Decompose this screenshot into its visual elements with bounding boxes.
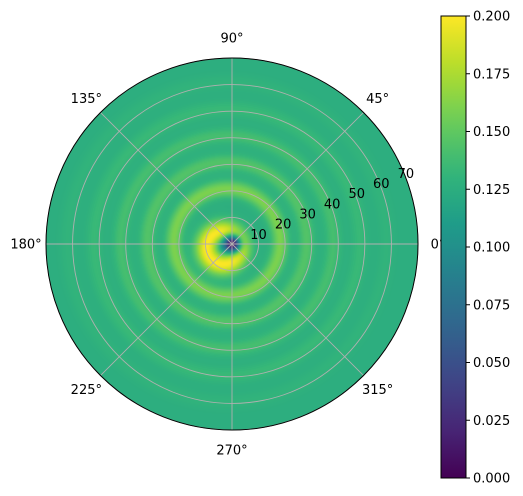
radial-tick-labels: 10 20 30 40 50 60 70 [250,167,414,243]
angular-grid-line [231,112,364,245]
radial-tick-label: 30 [299,207,316,222]
radial-tick-label: 60 [373,177,390,192]
colorbar-tick-label: 0.050 [473,356,510,371]
colorbar-tick-label: 0.100 [473,241,510,256]
theta-tick-label: 225° [71,383,102,398]
angular-grid-line [100,243,233,376]
colorbar-tick-label: 0.200 [473,10,510,25]
colorbar-tick-label: 0.000 [473,472,510,487]
theta-tick-label: 90° [220,32,243,47]
theta-tick-label: 135° [71,92,102,107]
colorbar-tick-label: 0.075 [473,298,510,313]
polar-plot-area: 0°45°90°135°180°225°270°315° 10203040506… [10,32,445,459]
theta-tick-label: 45° [366,92,389,107]
colorbar-gradient [441,16,466,478]
colorbar-tick-label: 0.150 [473,125,510,140]
angular-grid-line [231,243,364,376]
theta-tick-label: 180° [10,238,41,253]
colorbar-tick-label: 0.125 [473,183,510,198]
polar-outline [45,57,419,431]
radial-tick-label: 10 [250,228,267,243]
radial-tick-label: 40 [324,197,341,212]
colorbar-tick-label: 0.175 [473,67,510,82]
colorbar-tick-label: 0.025 [473,414,510,429]
theta-tick-labels: 0°45°90°135°180°225°270°315° [10,32,445,459]
colorbar-ticks: 0.000 0.025 0.050 0.075 0.100 0.125 0.150 0.175… [466,10,510,487]
radial-tick-label: 20 [275,218,292,233]
theta-tick-label: 315° [362,383,393,398]
theta-tick-label: 270° [216,444,247,459]
colorbar: 0.000 0.025 0.050 0.075 0.100 0.125 0.150 0.175… [440,10,510,487]
radial-tick-label: 70 [398,167,415,182]
angular-grid-line [100,112,233,245]
polar-grid [45,57,419,431]
radial-tick-label: 50 [348,187,365,202]
